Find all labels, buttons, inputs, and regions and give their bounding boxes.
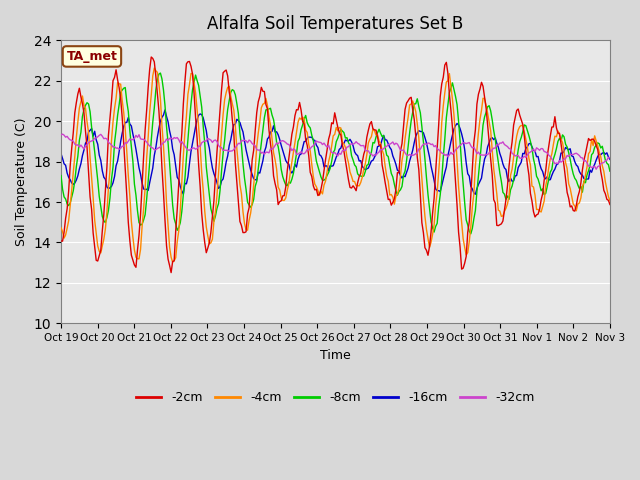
Text: TA_met: TA_met bbox=[67, 50, 117, 63]
Legend: -2cm, -4cm, -8cm, -16cm, -32cm: -2cm, -4cm, -8cm, -16cm, -32cm bbox=[131, 386, 540, 409]
X-axis label: Time: Time bbox=[320, 348, 351, 362]
Y-axis label: Soil Temperature (C): Soil Temperature (C) bbox=[15, 118, 28, 246]
Title: Alfalfa Soil Temperatures Set B: Alfalfa Soil Temperatures Set B bbox=[207, 15, 463, 33]
